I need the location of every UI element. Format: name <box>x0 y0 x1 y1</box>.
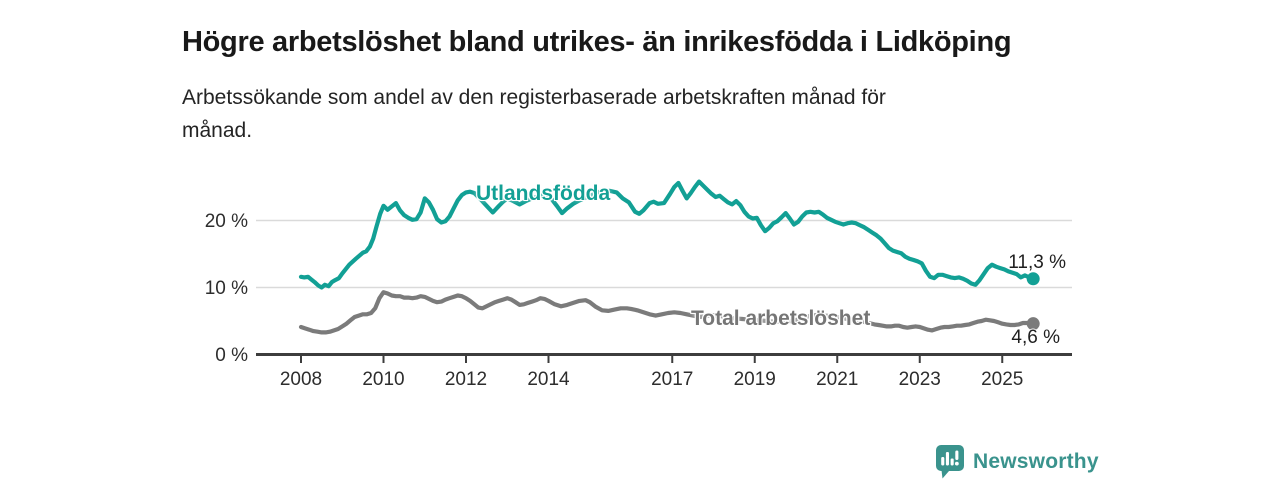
x-tick-label-2025: 2025 <box>981 369 1023 390</box>
chart-subtitle: Arbetssökande som andel av den registerb… <box>182 86 886 142</box>
end-value-label-total: 4,6 % <box>1011 327 1060 348</box>
newsworthy-logo-text: Newsworthy <box>973 450 1099 473</box>
x-tick-label-2023: 2023 <box>899 369 941 390</box>
x-tick-label-2017: 2017 <box>651 369 693 390</box>
series-endpoint-utlandsfodda <box>1026 272 1040 286</box>
end-value-label-utlandsfodda: 11,3 % <box>1008 252 1066 273</box>
y-tick-label-0: 0 % <box>215 345 248 366</box>
x-tick-label-2008: 2008 <box>280 369 322 390</box>
x-tick-label-2010: 2010 <box>362 369 404 390</box>
x-tick-label-2021: 2021 <box>816 369 858 390</box>
x-tick-label-2019: 2019 <box>734 369 776 390</box>
series-line-total <box>298 290 1036 335</box>
series-endpoint-total <box>1026 317 1040 331</box>
page-title: Högre arbetslöshet bland utrikes- än inr… <box>182 26 1012 59</box>
x-tick-label-2014: 2014 <box>527 369 570 390</box>
newsworthy-logo-icon <box>936 445 964 479</box>
x-tick-label-2012: 2012 <box>445 369 487 390</box>
y-tick-label-10: 10 % <box>205 278 248 299</box>
series-label-total-arbetsloshet: Total arbetslöshet <box>691 307 871 330</box>
newsworthy-logo: Newsworthy <box>936 445 1099 479</box>
series-line-utlandsfodda <box>298 179 1036 290</box>
y-tick-label-20: 20 % <box>205 211 248 232</box>
series-label-utlandsfodda: Utlandsfödda <box>476 182 611 205</box>
